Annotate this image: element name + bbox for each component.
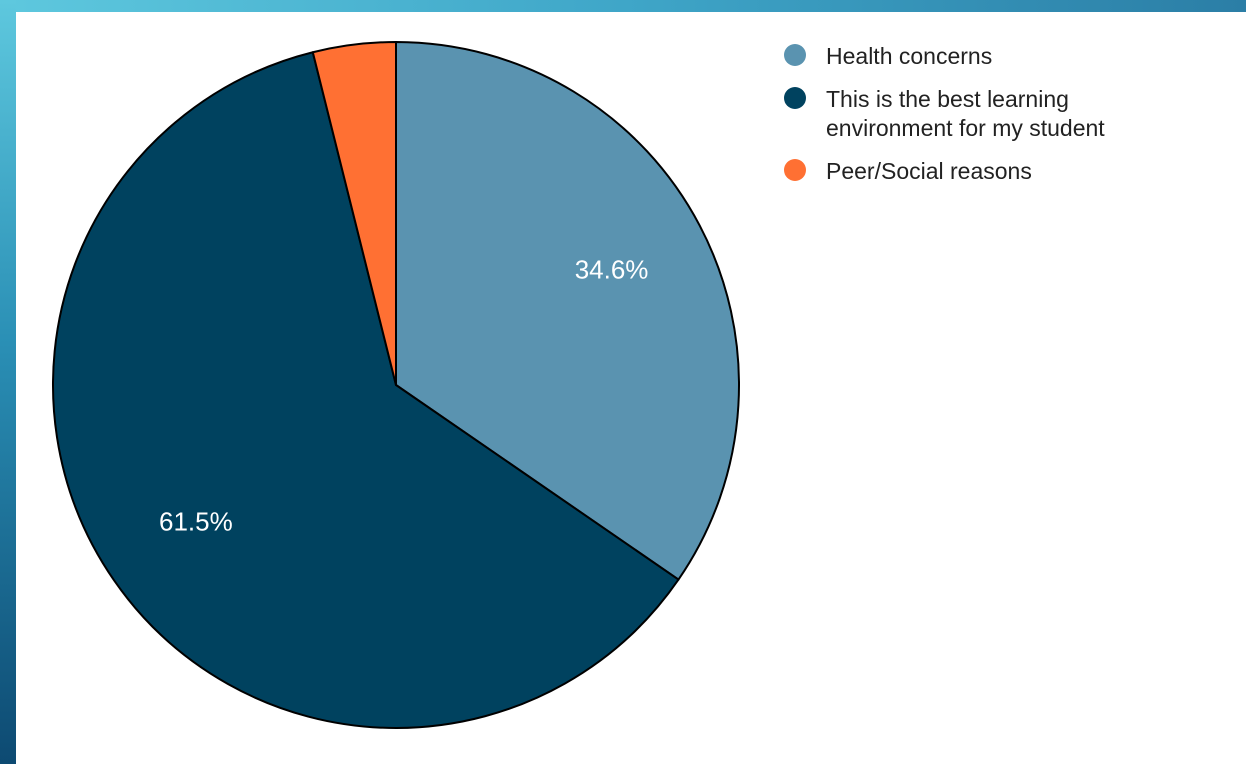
- pie-slice-health-concerns-label: 34.6%: [575, 255, 649, 285]
- legend-swatch-peer-social-reasons: [784, 159, 806, 181]
- legend-swatch-best-learning-environment: [784, 87, 806, 109]
- legend-item-best-learning-environment: This is the best learning environment fo…: [784, 85, 1224, 143]
- legend-label-health-concerns: Health concerns: [826, 43, 993, 69]
- frame-left-bar: [0, 0, 16, 764]
- pie-slices: [52, 41, 740, 729]
- legend-label-peer-social-reasons: Peer/Social reasons: [826, 158, 1032, 184]
- pie-slice-best-learning-environment-label: 61.5%: [159, 507, 233, 537]
- legend-item-health-concerns: Health concerns: [784, 42, 1224, 71]
- pie-slice-best-learning-environment: [52, 51, 680, 729]
- chart-canvas: 34.6% 61.5% Health concerns This is the b…: [16, 12, 1246, 764]
- legend: Health concerns This is the best learnin…: [784, 42, 1224, 200]
- pie-chart: 34.6% 61.5%: [52, 41, 740, 729]
- pie-slice-peer-social-reasons: [311, 41, 397, 386]
- legend-swatch-health-concerns: [784, 44, 806, 66]
- pie-slice-labels: 34.6% 61.5%: [159, 255, 648, 537]
- legend-label-best-learning-environment: This is the best learning environment fo…: [826, 86, 1105, 141]
- legend-item-peer-social-reasons: Peer/Social reasons: [784, 157, 1224, 186]
- frame-top-bar: [0, 0, 1246, 12]
- pie-slice-health-concerns: [395, 41, 740, 581]
